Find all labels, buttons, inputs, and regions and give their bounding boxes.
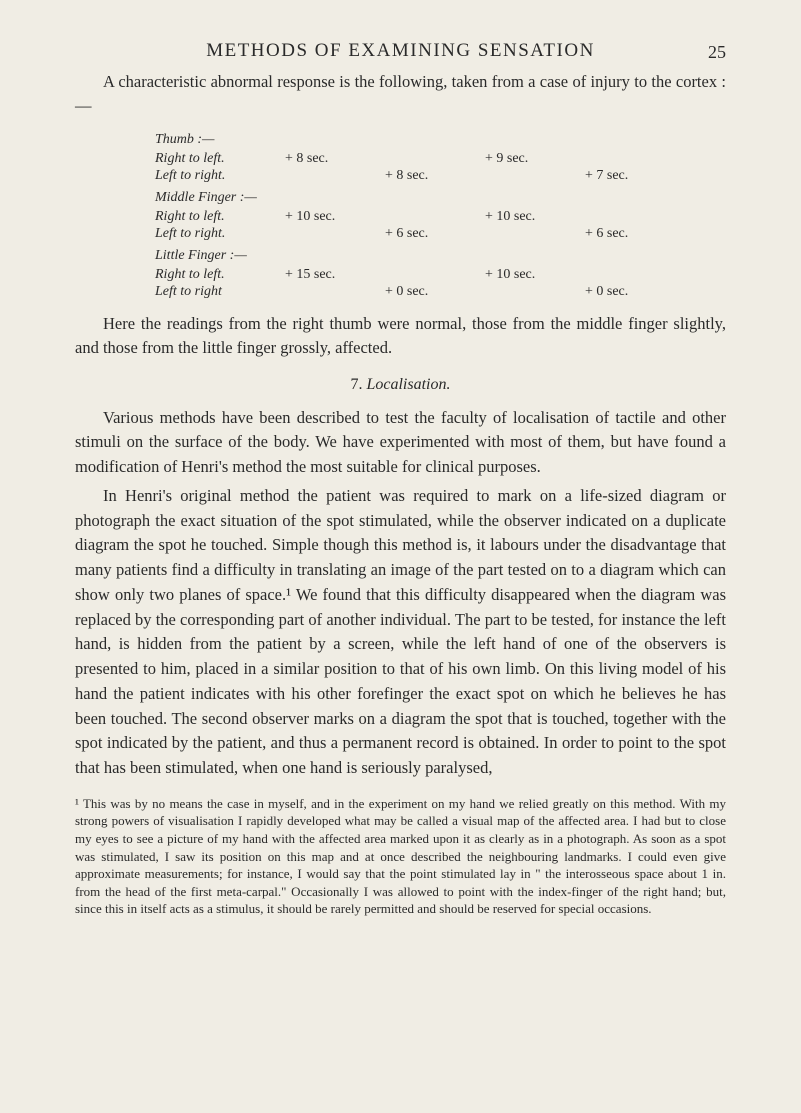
cell bbox=[585, 267, 685, 283]
row-label: Right to left. bbox=[155, 267, 285, 283]
row-label: Left to right bbox=[155, 284, 285, 300]
cell bbox=[485, 226, 585, 242]
cell: + 0 sec. bbox=[385, 284, 485, 300]
after-table-paragraph: Here the readings from the right thumb w… bbox=[75, 312, 726, 360]
page-header-title: METHODS OF EXAMINING SENSATION bbox=[206, 40, 595, 62]
cell bbox=[485, 168, 585, 184]
cell bbox=[585, 151, 685, 167]
row-label: Right to left. bbox=[155, 209, 285, 225]
cell: + 10 sec. bbox=[285, 209, 385, 225]
table-row: Right to left. + 15 sec. + 10 sec. bbox=[155, 267, 726, 283]
page-number: 25 bbox=[708, 42, 726, 63]
body-paragraph-1: Various methods have been described to t… bbox=[75, 406, 726, 480]
cell: + 10 sec. bbox=[485, 209, 585, 225]
cell: + 6 sec. bbox=[385, 226, 485, 242]
cell: + 6 sec. bbox=[585, 226, 685, 242]
group-heading-thumb: Thumb :— bbox=[155, 132, 726, 148]
row-label: Left to right. bbox=[155, 168, 285, 184]
measurements-table: Thumb :— Right to left. + 8 sec. + 9 sec… bbox=[155, 132, 726, 300]
cell bbox=[485, 284, 585, 300]
cell bbox=[285, 284, 385, 300]
row-label: Left to right. bbox=[155, 226, 285, 242]
body-paragraph-2: In Henri's original method the patient w… bbox=[75, 484, 726, 781]
cell: + 0 sec. bbox=[585, 284, 685, 300]
cell bbox=[385, 151, 485, 167]
footnote: ¹ This was by no means the case in mysel… bbox=[75, 795, 726, 918]
table-row: Left to right. + 8 sec. + 7 sec. bbox=[155, 168, 726, 184]
intro-paragraph: A characteristic abnormal response is th… bbox=[75, 70, 726, 118]
cell: + 9 sec. bbox=[485, 151, 585, 167]
cell: + 7 sec. bbox=[585, 168, 685, 184]
cell bbox=[385, 209, 485, 225]
table-row: Right to left. + 8 sec. + 9 sec. bbox=[155, 151, 726, 167]
section-heading: 7. Localisation. bbox=[75, 376, 726, 394]
cell bbox=[285, 226, 385, 242]
row-label: Right to left. bbox=[155, 151, 285, 167]
section-number: 7. bbox=[350, 376, 362, 393]
cell: + 10 sec. bbox=[485, 267, 585, 283]
cell: + 8 sec. bbox=[385, 168, 485, 184]
cell bbox=[385, 267, 485, 283]
group-heading-middle: Middle Finger :— bbox=[155, 190, 726, 206]
table-row: Left to right + 0 sec. + 0 sec. bbox=[155, 284, 726, 300]
group-heading-little: Little Finger :— bbox=[155, 248, 726, 264]
cell bbox=[585, 209, 685, 225]
cell: + 8 sec. bbox=[285, 151, 385, 167]
cell bbox=[285, 168, 385, 184]
table-row: Left to right. + 6 sec. + 6 sec. bbox=[155, 226, 726, 242]
cell: + 15 sec. bbox=[285, 267, 385, 283]
section-title: Localisation. bbox=[366, 376, 450, 393]
table-row: Right to left. + 10 sec. + 10 sec. bbox=[155, 209, 726, 225]
